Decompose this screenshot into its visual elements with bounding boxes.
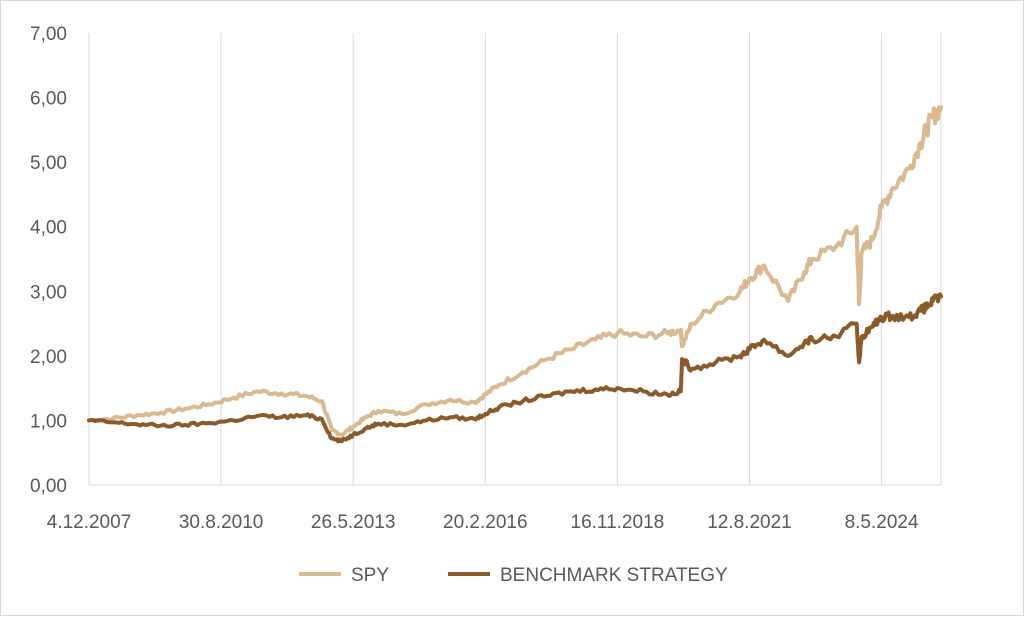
y-tick-label: 2,00: [30, 347, 67, 368]
y-tick-label: 6,00: [30, 89, 67, 110]
y-axis-tick-labels: 0,00 1,00 2,00 3,00 4,00 5,00 6,00 7,00: [30, 24, 67, 497]
y-tick-label: 7,00: [30, 24, 67, 45]
legend-label: SPY: [351, 565, 389, 586]
y-tick-label: 3,00: [30, 282, 67, 303]
y-tick-label: 1,00: [30, 411, 67, 432]
x-tick-label: 20.2.2016: [443, 512, 528, 533]
y-tick-label: 0,00: [30, 476, 67, 497]
x-tick-label: 30.8.2010: [179, 512, 264, 533]
series-line-benchmark-strategy: [87, 292, 943, 444]
x-tick-label: 26.5.2013: [311, 512, 396, 533]
legend-label: BENCHMARK STRATEGY: [500, 565, 728, 586]
x-tick-label: 16.11.2018: [571, 512, 665, 533]
x-tick-label: 8.5.2024: [845, 512, 919, 533]
y-tick-label: 5,00: [30, 153, 67, 174]
series-lines: [87, 105, 943, 444]
y-tick-label: 4,00: [30, 218, 67, 239]
x-axis-tick-labels: 4.12.2007 30.8.2010 26.5.2013 20.2.2016 16.1…: [47, 512, 919, 533]
legend: SPY BENCHMARK STRATEGY: [299, 565, 728, 586]
x-tick-label: 12.8.2021: [707, 512, 792, 533]
x-tick-label: 4.12.2007: [47, 512, 132, 533]
grid-lines: [88, 33, 942, 485]
series-line-spy: [87, 105, 943, 437]
